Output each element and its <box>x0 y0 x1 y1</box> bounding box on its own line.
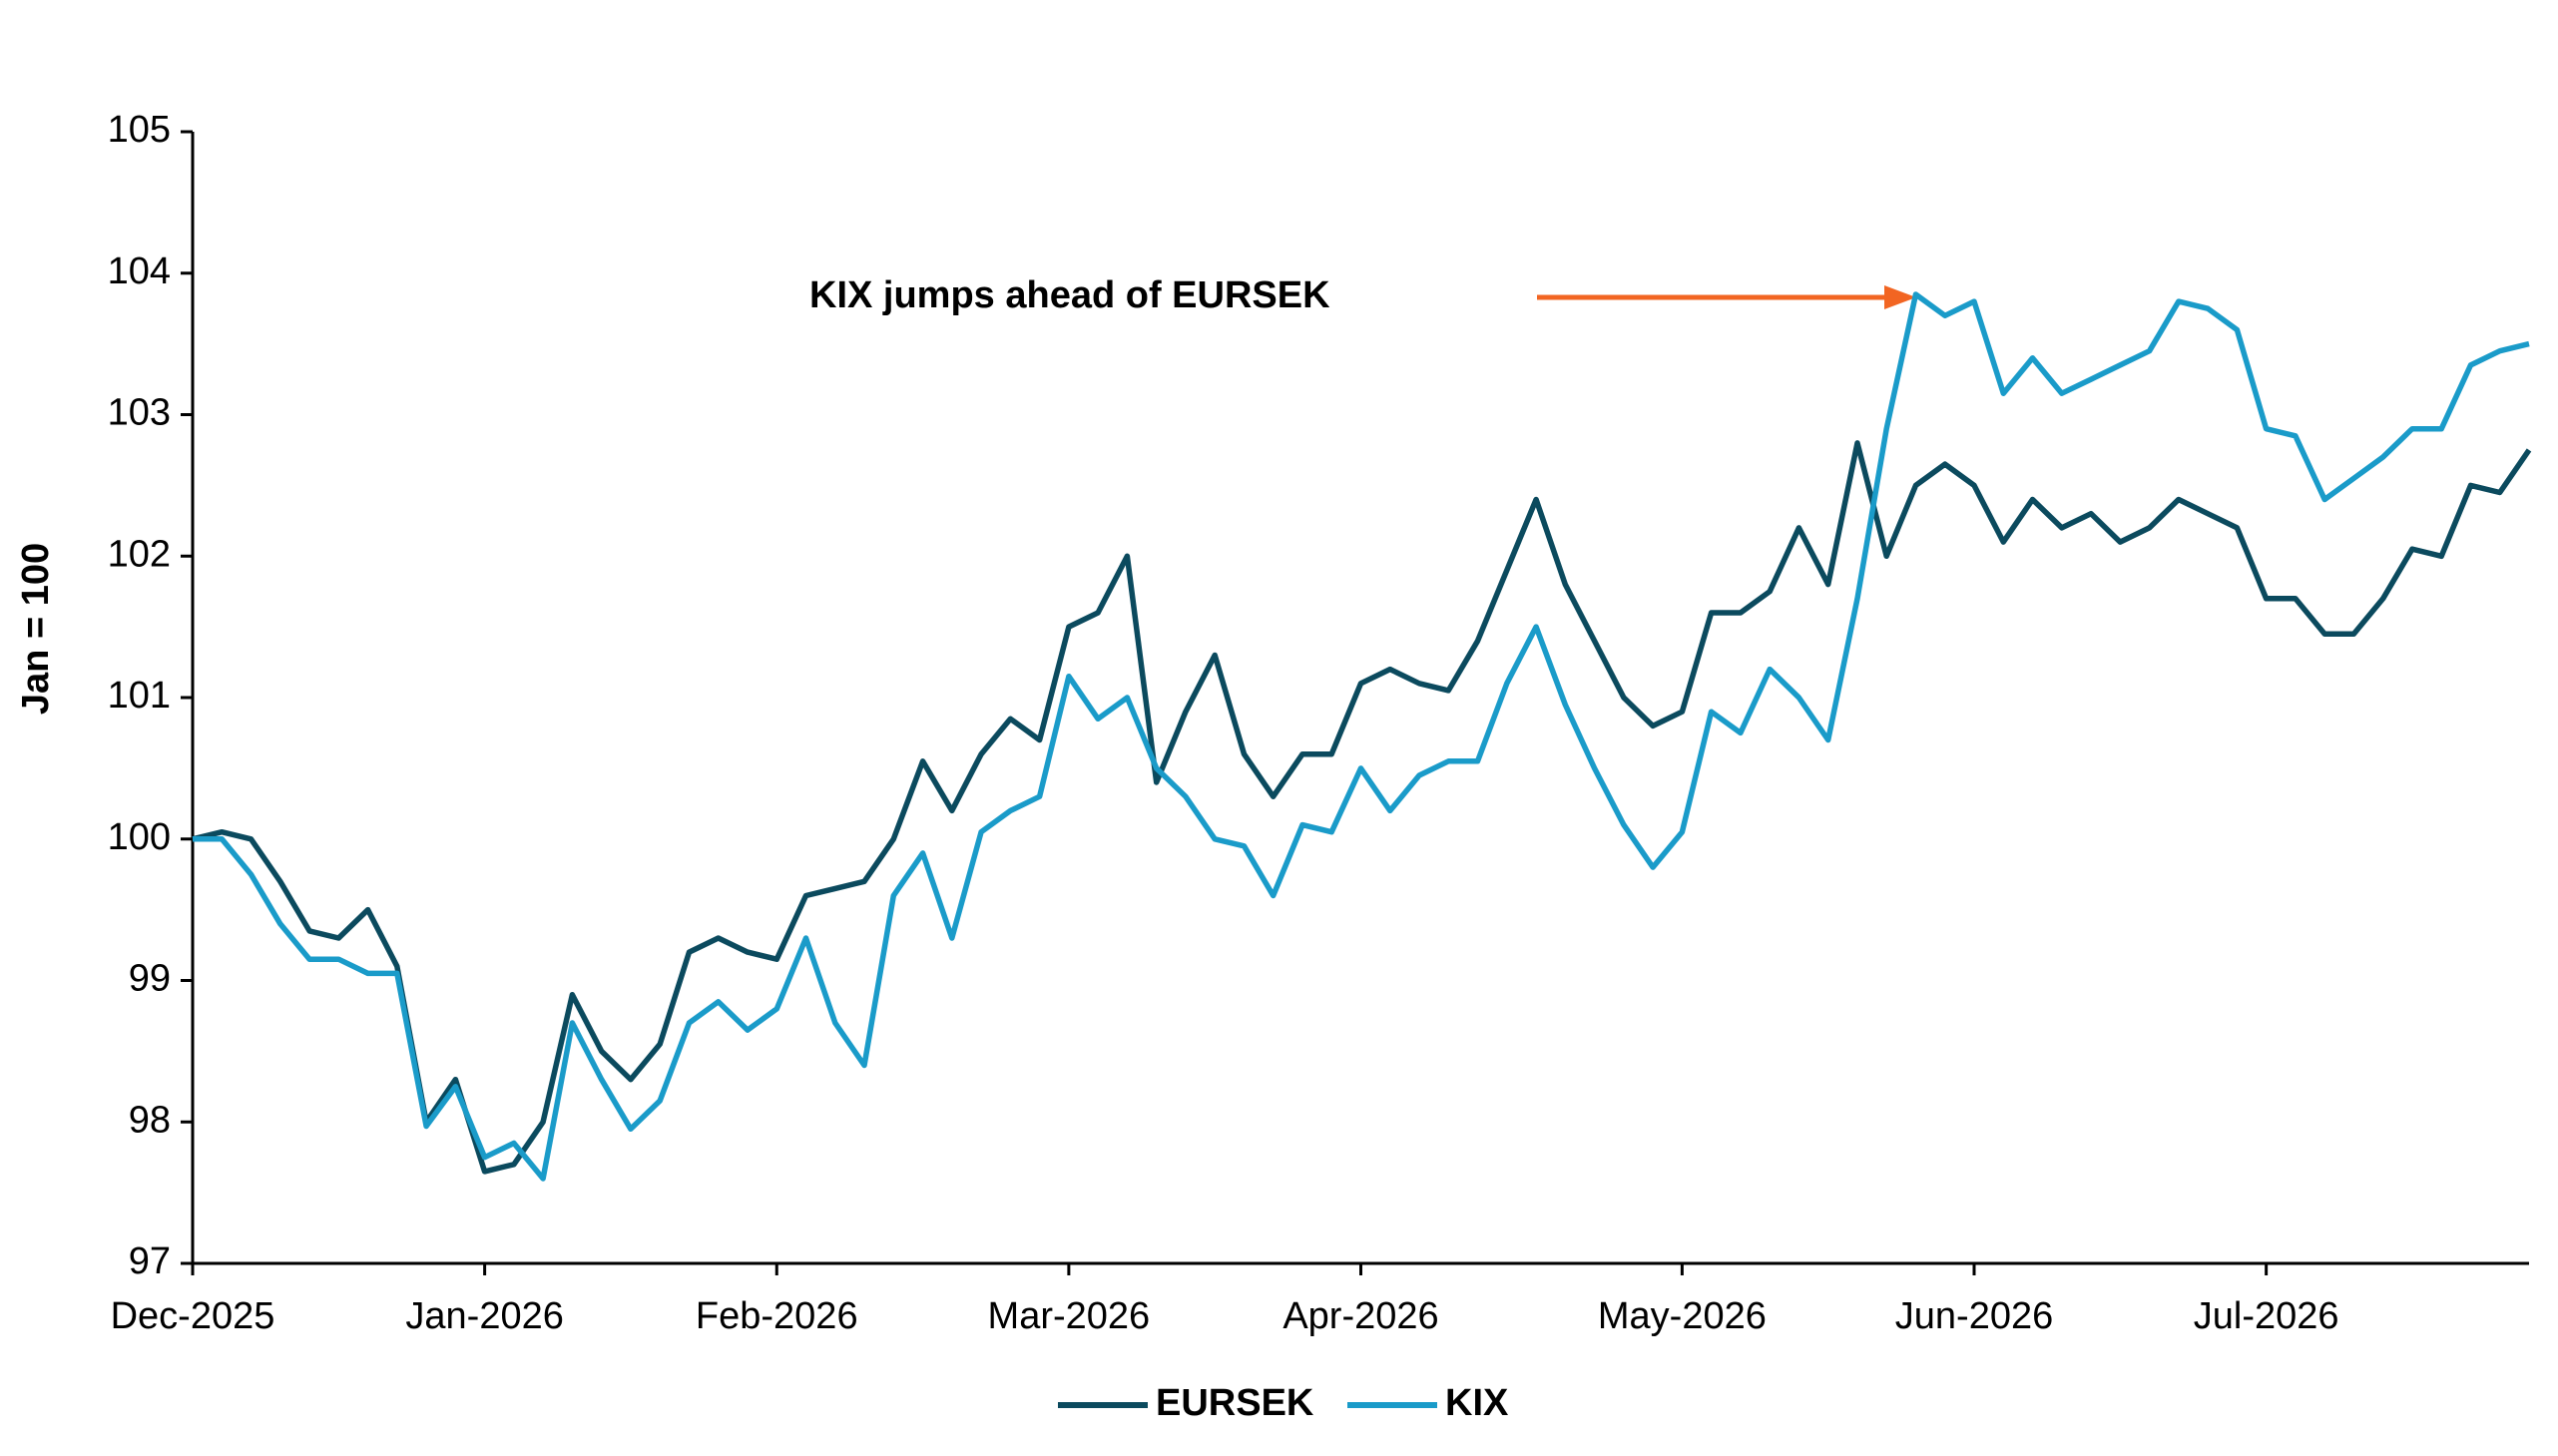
x-tick-label: Mar-2026 <box>988 1295 1151 1337</box>
x-tick-label: Jan-2026 <box>405 1295 563 1337</box>
y-tick-label: 98 <box>129 1099 171 1141</box>
y-tick-label: 104 <box>108 250 171 292</box>
x-tick-label: Apr-2026 <box>1282 1295 1438 1337</box>
y-tick-label: 100 <box>108 816 171 858</box>
y-tick-label: 97 <box>129 1240 171 1282</box>
y-tick-label: 105 <box>108 109 171 151</box>
annotation: KIX jumps ahead of EURSEK <box>809 274 1330 316</box>
annotation-arrowhead <box>1884 285 1916 309</box>
y-tick-label: 101 <box>108 675 171 717</box>
y-tick-label: 103 <box>108 392 171 434</box>
legend-label: EURSEK <box>1156 1382 1314 1424</box>
x-tick-label: May-2026 <box>1598 1295 1767 1337</box>
x-tick-label: Jun-2026 <box>1895 1295 2053 1337</box>
y-axis-label: Jan = 100 <box>15 543 57 715</box>
x-tick-label: Jul-2026 <box>2194 1295 2339 1337</box>
y-tick-label: 102 <box>108 533 171 575</box>
y-tick-label: 99 <box>129 958 171 1000</box>
x-tick-label: Dec-2025 <box>111 1295 275 1337</box>
x-tick-label: Feb-2026 <box>696 1295 858 1337</box>
series-line <box>193 291 2530 1182</box>
series-line <box>192 440 2532 1175</box>
legend-label: KIX <box>1445 1382 1509 1424</box>
